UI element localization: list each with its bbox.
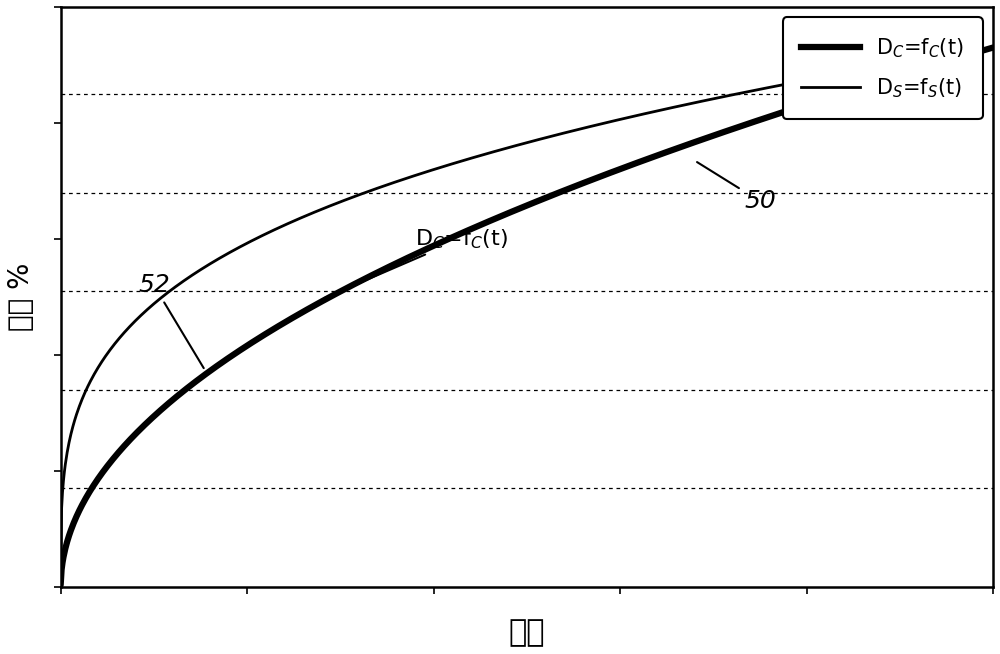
- Y-axis label: 衰减 %: 衰减 %: [7, 263, 35, 331]
- Text: 50: 50: [697, 162, 776, 213]
- Text: D$_C$=f$_C$(t): D$_C$=f$_C$(t): [324, 227, 508, 298]
- X-axis label: 时间: 时间: [509, 618, 545, 647]
- Text: 52: 52: [138, 273, 204, 368]
- Legend: D$_C$=f$_C$(t), D$_S$=f$_S$(t): D$_C$=f$_C$(t), D$_S$=f$_S$(t): [783, 18, 983, 119]
